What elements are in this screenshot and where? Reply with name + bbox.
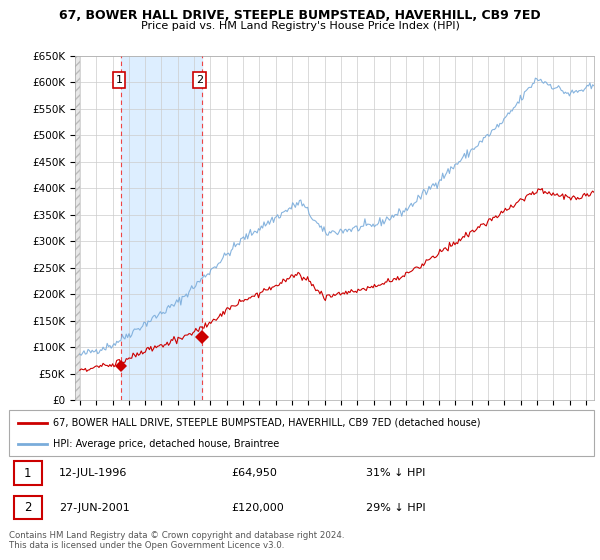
Text: HPI: Average price, detached house, Braintree: HPI: Average price, detached house, Brai… bbox=[53, 439, 279, 449]
Text: £120,000: £120,000 bbox=[232, 503, 284, 512]
Text: 1: 1 bbox=[24, 466, 31, 480]
Text: 31% ↓ HPI: 31% ↓ HPI bbox=[366, 468, 425, 478]
Text: 2: 2 bbox=[196, 75, 203, 85]
Text: 29% ↓ HPI: 29% ↓ HPI bbox=[366, 503, 425, 512]
Text: 27-JUN-2001: 27-JUN-2001 bbox=[59, 503, 130, 512]
Text: 1: 1 bbox=[115, 75, 122, 85]
Text: Price paid vs. HM Land Registry's House Price Index (HPI): Price paid vs. HM Land Registry's House … bbox=[140, 21, 460, 31]
Bar bbox=[121, 56, 202, 400]
Text: £64,950: £64,950 bbox=[232, 468, 277, 478]
Text: 67, BOWER HALL DRIVE, STEEPLE BUMPSTEAD, HAVERHILL, CB9 7ED (detached house): 67, BOWER HALL DRIVE, STEEPLE BUMPSTEAD,… bbox=[53, 418, 481, 428]
Text: 67, BOWER HALL DRIVE, STEEPLE BUMPSTEAD, HAVERHILL, CB9 7ED: 67, BOWER HALL DRIVE, STEEPLE BUMPSTEAD,… bbox=[59, 9, 541, 22]
Text: Contains HM Land Registry data © Crown copyright and database right 2024.
This d: Contains HM Land Registry data © Crown c… bbox=[9, 531, 344, 550]
Text: 12-JUL-1996: 12-JUL-1996 bbox=[59, 468, 127, 478]
Bar bbox=[14, 461, 42, 485]
Text: 2: 2 bbox=[24, 501, 31, 514]
Bar bbox=[14, 496, 42, 520]
